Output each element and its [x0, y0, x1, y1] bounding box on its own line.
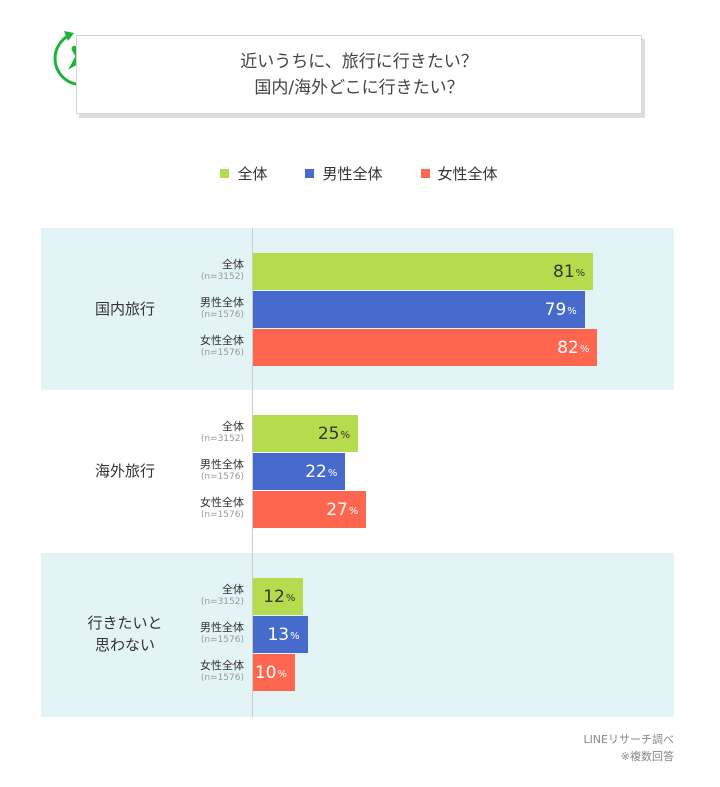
bar: 10% — [253, 654, 295, 691]
title-line-1: 近いうちに、旅行に行きたい？ — [240, 52, 478, 72]
data-label: 81 — [553, 261, 575, 282]
data-label: 10 — [254, 662, 277, 683]
legend-item: 女性全体 — [420, 163, 498, 184]
subgroup-label: 女性全体 (n=1576) — [200, 496, 244, 521]
unit-label: % — [348, 505, 359, 517]
data-label: 13 — [267, 624, 290, 645]
unit-label: % — [290, 630, 300, 642]
bar: 22% — [253, 453, 346, 490]
legend-item: 全体 — [220, 163, 267, 184]
subgroup-label: 女性全体 (n=1576) — [200, 659, 244, 684]
unit-label: % — [575, 267, 586, 279]
legend-label: 全体 — [237, 165, 268, 183]
category-label: 海外旅行 — [94, 462, 155, 480]
axis-line — [252, 228, 253, 717]
data-label: 22 — [305, 461, 327, 482]
credit: LINEリサーチ調べ ※複数回答 — [583, 731, 674, 765]
legend-swatch — [420, 169, 430, 178]
legend-swatch — [220, 169, 230, 178]
subgroup-label: 全体 (n=3152) — [200, 420, 244, 445]
data-label: 12 — [263, 586, 285, 607]
category-band — [41, 553, 674, 717]
title-box: 近いうちに、旅行に行きたい？ 国内/海外どこに行きたい？ — [76, 35, 642, 114]
data-label: 82 — [557, 337, 579, 358]
subgroup-label: 男性全体 (n=1576) — [200, 296, 244, 321]
legend-swatch — [305, 169, 315, 178]
data-label: 79 — [544, 299, 567, 320]
subgroup-label: 全体 (n=3152) — [200, 258, 244, 283]
unit-label: % — [327, 467, 338, 479]
legend: 全体 男性全体 女性全体 — [0, 163, 720, 184]
subgroup-label: 全体 (n=3152) — [200, 583, 244, 608]
legend-item: 男性全体 — [305, 163, 383, 184]
unit-label: % — [277, 668, 287, 680]
bar: 13% — [253, 616, 308, 653]
note-text: ※複数回答 — [620, 750, 674, 763]
subgroup-label: 男性全体 (n=1576) — [200, 458, 244, 483]
legend-label: 男性全体 — [322, 165, 383, 183]
bar: 82% — [253, 329, 598, 366]
bar: 79% — [253, 291, 585, 328]
bar: 81% — [253, 253, 594, 290]
data-label: 25 — [317, 423, 340, 444]
subgroup-label: 男性全体 (n=1576) — [200, 621, 244, 646]
category-label: 行きたいと 思わない — [87, 614, 163, 654]
subgroup-label: 女性全体 (n=1576) — [200, 334, 244, 359]
bar: 27% — [253, 491, 367, 528]
category-label: 国内旅行 — [94, 300, 155, 318]
unit-label: % — [579, 343, 590, 355]
legend-label: 女性全体 — [437, 165, 498, 183]
data-label: 27 — [326, 499, 348, 520]
bar: 25% — [253, 415, 358, 452]
source-text: LINEリサーチ調べ — [583, 733, 674, 746]
unit-label: % — [567, 305, 577, 317]
bar: 12% — [253, 578, 304, 615]
title-line-2: 国内/海外どこに行きたい？ — [254, 78, 464, 98]
unit-label: % — [285, 592, 296, 604]
unit-label: % — [340, 429, 350, 441]
